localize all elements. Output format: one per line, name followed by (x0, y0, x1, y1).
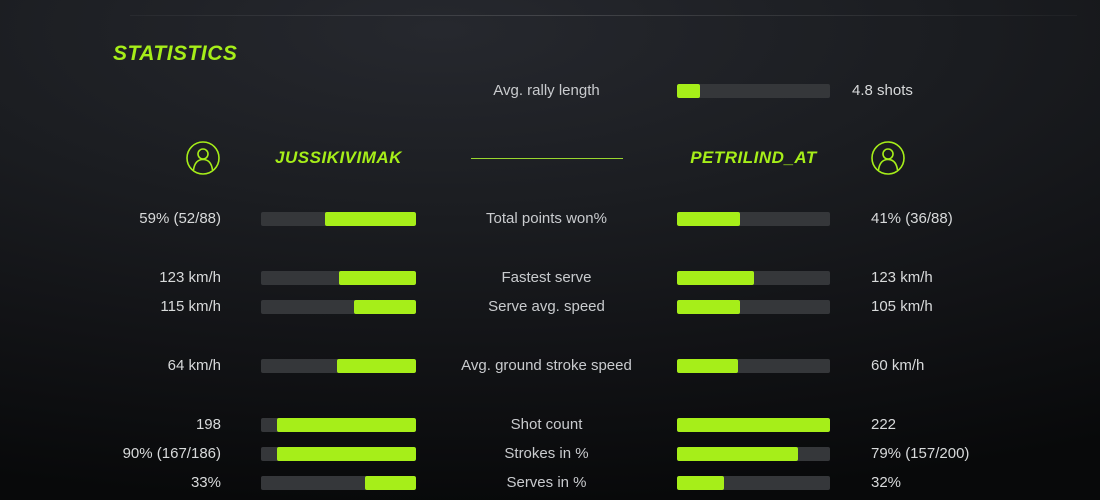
stat-value-left: 123 km/h (159, 269, 221, 286)
stat-bar-right-fill (677, 475, 725, 490)
stat-bar-right-fill (677, 358, 739, 373)
stat-label: Serves in % (506, 474, 587, 491)
stat-group: 123 km/h Fastest serve 123 km/h 115 km/h… (0, 263, 1100, 321)
rally-length-label: Avg. rally length (493, 82, 600, 99)
stat-bar-left-fill (336, 358, 416, 373)
stat-value-left: 59% (52/88) (139, 210, 221, 227)
stat-bar-right (677, 299, 830, 314)
stat-bar-right (677, 358, 830, 373)
top-divider (130, 15, 1077, 16)
stat-row: 64 km/h Avg. ground stroke speed 60 km/h (0, 351, 1100, 380)
stat-value-left: 33% (190, 474, 221, 491)
stat-bar-left-fill (276, 417, 416, 432)
stat-label: Shot count (510, 416, 583, 433)
players-divider-line (470, 157, 623, 159)
stat-label: Serve avg. speed (488, 298, 605, 315)
stat-group: 59% (52/88) Total points won% 41% (36/88… (0, 204, 1100, 233)
stat-value-right: 41% (36/88) (871, 210, 953, 227)
stat-value-left: 90% (167/186) (122, 445, 221, 462)
stat-bar-right (677, 211, 830, 226)
stat-bar-left (261, 270, 416, 285)
rally-bar-fill (677, 83, 700, 98)
stat-bar-left-fill (276, 446, 416, 461)
person-icon (185, 140, 221, 176)
stat-value-left: 115 km/h (160, 298, 221, 315)
stat-label: Avg. ground stroke speed (461, 357, 632, 374)
stat-bar-left-fill (364, 475, 416, 490)
stat-bar-right-fill (677, 211, 740, 226)
players-row: JUSSIKIVIMAK PETRILIND_AT (0, 136, 1100, 180)
stat-group: 64 km/h Avg. ground stroke speed 60 km/h (0, 351, 1100, 380)
stat-value-right: 123 km/h (871, 269, 933, 286)
stat-value-left: 198 (195, 416, 221, 433)
stat-label: Strokes in % (504, 445, 589, 462)
player-name-left: JUSSIKIVIMAK (275, 148, 402, 167)
stat-bar-left (261, 417, 416, 432)
stat-bar-right-fill (677, 270, 754, 285)
stat-bar-left (261, 446, 416, 461)
stat-bar-left (261, 475, 416, 490)
stat-bar-left (261, 299, 416, 314)
stat-bar-right (677, 446, 830, 461)
stat-bar-left (261, 358, 416, 373)
person-icon (870, 140, 906, 176)
stat-bar-right-fill (677, 446, 798, 461)
page-title: STATISTICS (113, 42, 238, 65)
stat-bar-right (677, 270, 830, 285)
stat-bar-right (677, 475, 830, 490)
stat-label: Total points won% (486, 210, 607, 227)
stat-row: 59% (52/88) Total points won% 41% (36/88… (0, 204, 1100, 233)
stat-row: 123 km/h Fastest serve 123 km/h (0, 263, 1100, 292)
rally-length-bar (677, 83, 830, 98)
stat-value-right: 79% (157/200) (871, 445, 970, 462)
stat-bar-right-fill (677, 417, 830, 432)
stat-bar-left-fill (324, 211, 416, 226)
stat-row: 115 km/h Serve avg. speed 105 km/h (0, 292, 1100, 321)
stat-group: 198 Shot count 222 90% (167/186) Strokes… (0, 410, 1100, 497)
stat-row: 90% (167/186) Strokes in % 79% (157/200) (0, 439, 1100, 468)
player-name-right: PETRILIND_AT (690, 148, 817, 167)
stat-row: 33% Serves in % 32% (0, 468, 1100, 497)
stat-value-right: 105 km/h (871, 298, 933, 315)
rally-length-row: Avg. rally length 4.8 shots (0, 76, 1100, 105)
stat-row: 198 Shot count 222 (0, 410, 1100, 439)
rally-length-value: 4.8 shots (852, 82, 913, 99)
stat-value-right: 60 km/h (871, 357, 925, 374)
stat-bar-right (677, 417, 830, 432)
stat-bar-left-fill (354, 299, 416, 314)
stat-bar-right-fill (677, 299, 740, 314)
stat-label: Fastest serve (501, 269, 592, 286)
stat-bar-left-fill (338, 270, 416, 285)
stat-value-right: 32% (871, 474, 902, 491)
stat-bar-left (261, 211, 416, 226)
stat-value-left: 64 km/h (167, 357, 221, 374)
stat-value-right: 222 (871, 416, 897, 433)
